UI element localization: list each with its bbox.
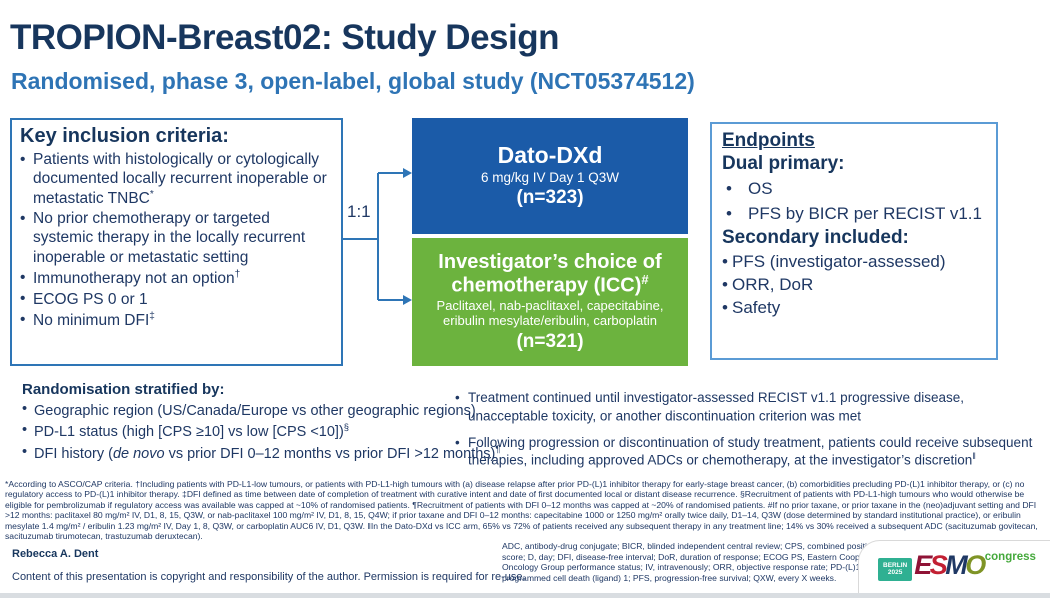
endpoints-secondary-list: PFS (investigator-assessed) ORR, DoR Saf… xyxy=(722,251,986,320)
abbreviations-text: ADC, antibody-drug conjugate; BICR, blin… xyxy=(502,541,886,584)
inclusion-list: Patients with histologically or cytologi… xyxy=(20,151,333,331)
stratification-list: Geographic region (US/Canada/Europe vs o… xyxy=(22,400,502,464)
endpoints-heading: Endpoints xyxy=(722,130,815,151)
inclusion-item: ECOG PS 0 or 1 xyxy=(20,290,333,310)
endpoints-box: Endpoints Dual primary: OS PFS by BICR p… xyxy=(710,122,998,360)
treatment-note: Treatment continued until investigator-a… xyxy=(455,389,1040,425)
endpoint-item: PFS by BICR per RECIST v1.1 xyxy=(722,202,986,227)
treatment-notes-list: Treatment continued until investigator-a… xyxy=(455,389,1040,469)
treatment-note: Following progression or discontinuation… xyxy=(455,434,1040,470)
arm-dato-name: Dato-DXd xyxy=(497,142,603,169)
inclusion-heading: Key inclusion criteria: xyxy=(20,125,229,147)
arm-dato-n: (n=323) xyxy=(516,186,584,208)
endpoint-item: OS xyxy=(722,177,986,202)
arm-icc-drugs: Paclitaxel, nab-paclitaxel, capecitabine… xyxy=(436,297,664,328)
endpoints-secondary-label: Secondary included: xyxy=(722,227,909,249)
author-name: Rebecca A. Dent xyxy=(12,548,99,560)
esmo-berlin-2025-badge: BERLIN 2025 xyxy=(878,558,913,581)
esmo-congress-logo: BERLIN 2025 ESMO congress xyxy=(878,550,1036,581)
inclusion-item: Patients with histologically or cytologi… xyxy=(20,151,333,209)
stratification-item-dfi: DFI history (de novo vs prior DFI 0–12 m… xyxy=(22,443,502,464)
inclusion-item: No minimum DFI‡ xyxy=(20,311,333,331)
esmo-wordmark: ESMO xyxy=(914,550,986,580)
inclusion-criteria-box: Key inclusion criteria: Patients with hi… xyxy=(10,118,343,366)
arm-icc-n: (n=321) xyxy=(516,330,584,352)
endpoints-dual-primary-list: OS PFS by BICR per RECIST v1.1 xyxy=(722,177,986,226)
inclusion-item: Immunotherapy not an option† xyxy=(20,269,333,289)
endpoints-dual-primary-label: Dual primary: xyxy=(722,153,845,174)
inclusion-item: No prior chemotherapy or targeted system… xyxy=(20,210,333,268)
footnote-text: *According to ASCO/CAP criteria. †Includ… xyxy=(5,479,1038,542)
congress-label: congress xyxy=(984,551,1036,563)
arm-dato-dose: 6 mg/kg IV Day 1 Q3W xyxy=(480,169,620,185)
copyright-notice: Content of this presentation is copyrigh… xyxy=(12,571,526,583)
endpoint-item: PFS (investigator-assessed) xyxy=(722,251,986,274)
page-title: TROPION-Breast02: Study Design xyxy=(10,18,560,57)
arm-box-dato-dxd: Dato-DXd 6 mg/kg IV Day 1 Q3W (n=323) xyxy=(412,118,688,234)
bottom-divider-bar xyxy=(0,593,1050,598)
stratification-item: Geographic region (US/Canada/Europe vs o… xyxy=(22,400,502,421)
stratification-section: Randomisation stratified by: Geographic … xyxy=(22,381,502,464)
randomisation-connector-arrows xyxy=(342,168,412,305)
stratification-heading: Randomisation stratified by: xyxy=(22,381,225,398)
randomisation-ratio-label: 1:1 xyxy=(347,202,371,221)
treatment-notes-section: Treatment continued until investigator-a… xyxy=(455,389,1040,478)
arm-icc-name: Investigator’s choice of chemotherapy (I… xyxy=(438,251,662,297)
stratification-item: PD-L1 status (high [CPS ≥10] vs low [CPS… xyxy=(22,421,502,442)
arm-box-icc: Investigator’s choice of chemotherapy (I… xyxy=(412,238,688,366)
page-subtitle: Randomised, phase 3, open-label, global … xyxy=(11,68,695,94)
endpoint-item: Safety xyxy=(722,297,986,320)
endpoint-item: ORR, DoR xyxy=(722,274,986,297)
